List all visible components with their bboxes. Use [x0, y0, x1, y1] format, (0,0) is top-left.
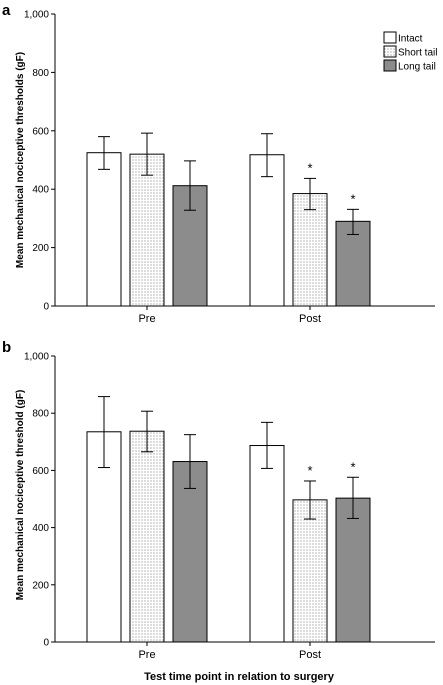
panel-b-bar-long-tail-post	[335, 497, 371, 643]
panel-b-y-axis-label: Mean mechanical nociceptive threshold (g…	[15, 390, 26, 601]
panel-a-x-tick-label: Pre	[138, 313, 155, 325]
panel-a-y-tick-label: 600	[32, 126, 49, 137]
panel-b-plot: 0 200 400 600 800 1,000 Pre * * Post	[24, 352, 435, 661]
panel-a-bar-intact-pre	[86, 152, 122, 307]
panel-a-y-tick-label: 1,000	[24, 10, 49, 21]
panel-b-y-tick-label: 400	[32, 523, 49, 534]
legend-label-short-tail: Short tail	[398, 48, 437, 59]
panel-b: b 0 200 400 600 800 1,000 Pre * * Post Mean mecha…	[2, 339, 435, 683]
legend-swatch-short-tail	[383, 45, 397, 58]
legend: Intact Short tail Long tail	[383, 31, 437, 73]
legend-label-intact: Intact	[398, 34, 423, 45]
panel-a-y-tick-label: 800	[32, 68, 49, 79]
panel-b-letter: b	[2, 339, 11, 356]
panel-b-x-tick-label: Pre	[138, 649, 155, 661]
panel-b-bar-short-tail-pre	[129, 430, 165, 643]
panel-a-y-axis-label: Mean mechanical nociceptive thresholds (…	[15, 52, 26, 268]
legend-swatch-intact	[383, 31, 397, 44]
panel-b-bar-short-tail-post	[292, 499, 328, 643]
panel-b-y-tick-label: 200	[32, 580, 49, 591]
panel-b-significance-marker: *	[350, 459, 355, 474]
panel-a-bar-short-tail-post	[292, 193, 328, 307]
panel-a-y-tick-label: 0	[43, 302, 49, 313]
panel-a-bar-long-tail-post	[335, 220, 371, 307]
panel-a-bar-intact-post	[249, 154, 285, 307]
panel-b-y-tick-label: 800	[32, 409, 49, 420]
panel-a-significance-marker: *	[307, 160, 312, 175]
panel-b-y-tick-label: 0	[43, 638, 49, 649]
panel-b-significance-marker: *	[307, 463, 312, 478]
panel-b-x-axis-label: Test time point in relation to surgery	[144, 671, 335, 683]
panel-a-y-tick-label: 400	[32, 185, 49, 196]
panel-b-y-tick-label: 1,000	[24, 352, 49, 363]
panel-a-significance-marker: *	[350, 191, 355, 206]
panel-a-bar-short-tail-pre	[129, 153, 165, 307]
panel-b-bar-long-tail-pre	[172, 461, 208, 643]
panel-a-x-tick-label: Post	[299, 313, 321, 325]
panel-b-x-tick-label: Post	[299, 649, 321, 661]
panel-a-plot: 0 200 400 600 800 1,000 Pre * * Post	[24, 10, 435, 325]
panel-b-bar-intact-post	[249, 445, 285, 643]
panel-a-letter: a	[2, 2, 11, 19]
legend-swatch-long-tail	[383, 59, 397, 72]
panel-a-y-tick-label: 200	[32, 243, 49, 254]
legend-label-long-tail: Long tail	[398, 62, 436, 73]
panel-a: a 0 200 400 600 800 1,000 Pre * * Post Mean mecha…	[2, 2, 437, 325]
panel-b-y-tick-label: 600	[32, 466, 49, 477]
